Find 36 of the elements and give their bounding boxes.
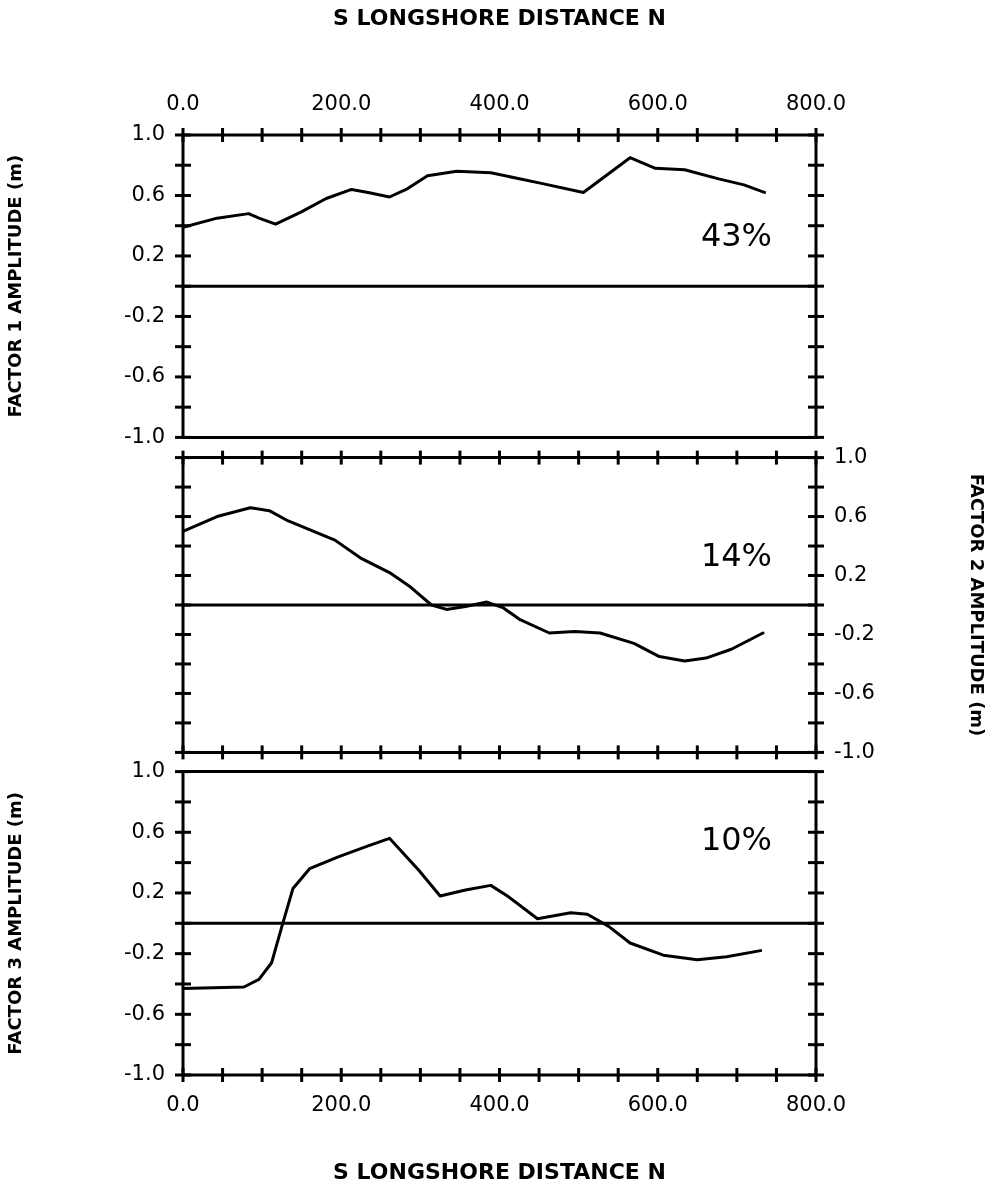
y-tick-label: -0.6 bbox=[124, 1000, 165, 1025]
x-axis-title: S LONGSHORE DISTANCE N bbox=[333, 4, 666, 30]
annotation: 14% bbox=[700, 536, 772, 575]
y2-tick-label: 0.2 bbox=[834, 561, 868, 586]
x-tick-label: 600.0 bbox=[627, 90, 688, 115]
x-tick-label: 800.0 bbox=[785, 1092, 847, 1117]
y-tick-label: 0.2 bbox=[131, 879, 165, 904]
y-tick-label: 1.0 bbox=[131, 758, 165, 783]
x-tick-label: 200.0 bbox=[311, 90, 372, 115]
y2-axis-title: FACTOR 2 AMPLITUDE (m) bbox=[966, 473, 988, 737]
y-tick-label: -1.0 bbox=[124, 1061, 165, 1086]
y-tick-label: -0.2 bbox=[124, 302, 165, 327]
x-tick-label: 600.0 bbox=[627, 1092, 688, 1117]
y2-tick-label: 1.0 bbox=[834, 444, 868, 469]
y-tick-label: -0.6 bbox=[124, 363, 165, 388]
x-tick-label: 400.0 bbox=[469, 90, 530, 115]
y-tick-label: 0.6 bbox=[131, 181, 165, 206]
y2-tick-label: -0.6 bbox=[834, 679, 875, 704]
x-tick-label: 200.0 bbox=[311, 1092, 372, 1117]
y-tick-label: -0.2 bbox=[124, 940, 165, 965]
y-tick-label: 1.0 bbox=[131, 121, 165, 146]
y-tick-label: 0.2 bbox=[131, 242, 165, 267]
y-axis-title: FACTOR 3 AMPLITUDE (m) bbox=[4, 791, 26, 1055]
y-axis-title: FACTOR 1 AMPLITUDE (m) bbox=[4, 154, 26, 418]
y2-tick-label: -0.2 bbox=[834, 620, 875, 645]
x-axis-title: S LONGSHORE DISTANCE N bbox=[333, 1158, 666, 1184]
y-tick-label: 0.6 bbox=[131, 818, 165, 843]
annotation: 10% bbox=[700, 819, 772, 858]
x-tick-label: 400.0 bbox=[469, 1092, 530, 1117]
y-tick-label: -1.0 bbox=[124, 423, 165, 448]
y2-tick-label: 0.6 bbox=[834, 503, 868, 528]
x-tick-label: 0.0 bbox=[166, 1092, 200, 1117]
x-tick-label: 0.0 bbox=[166, 90, 200, 115]
x-tick-label: 800.0 bbox=[785, 90, 847, 115]
y2-tick-label: -1.0 bbox=[834, 738, 875, 763]
annotation: 43% bbox=[700, 216, 772, 255]
